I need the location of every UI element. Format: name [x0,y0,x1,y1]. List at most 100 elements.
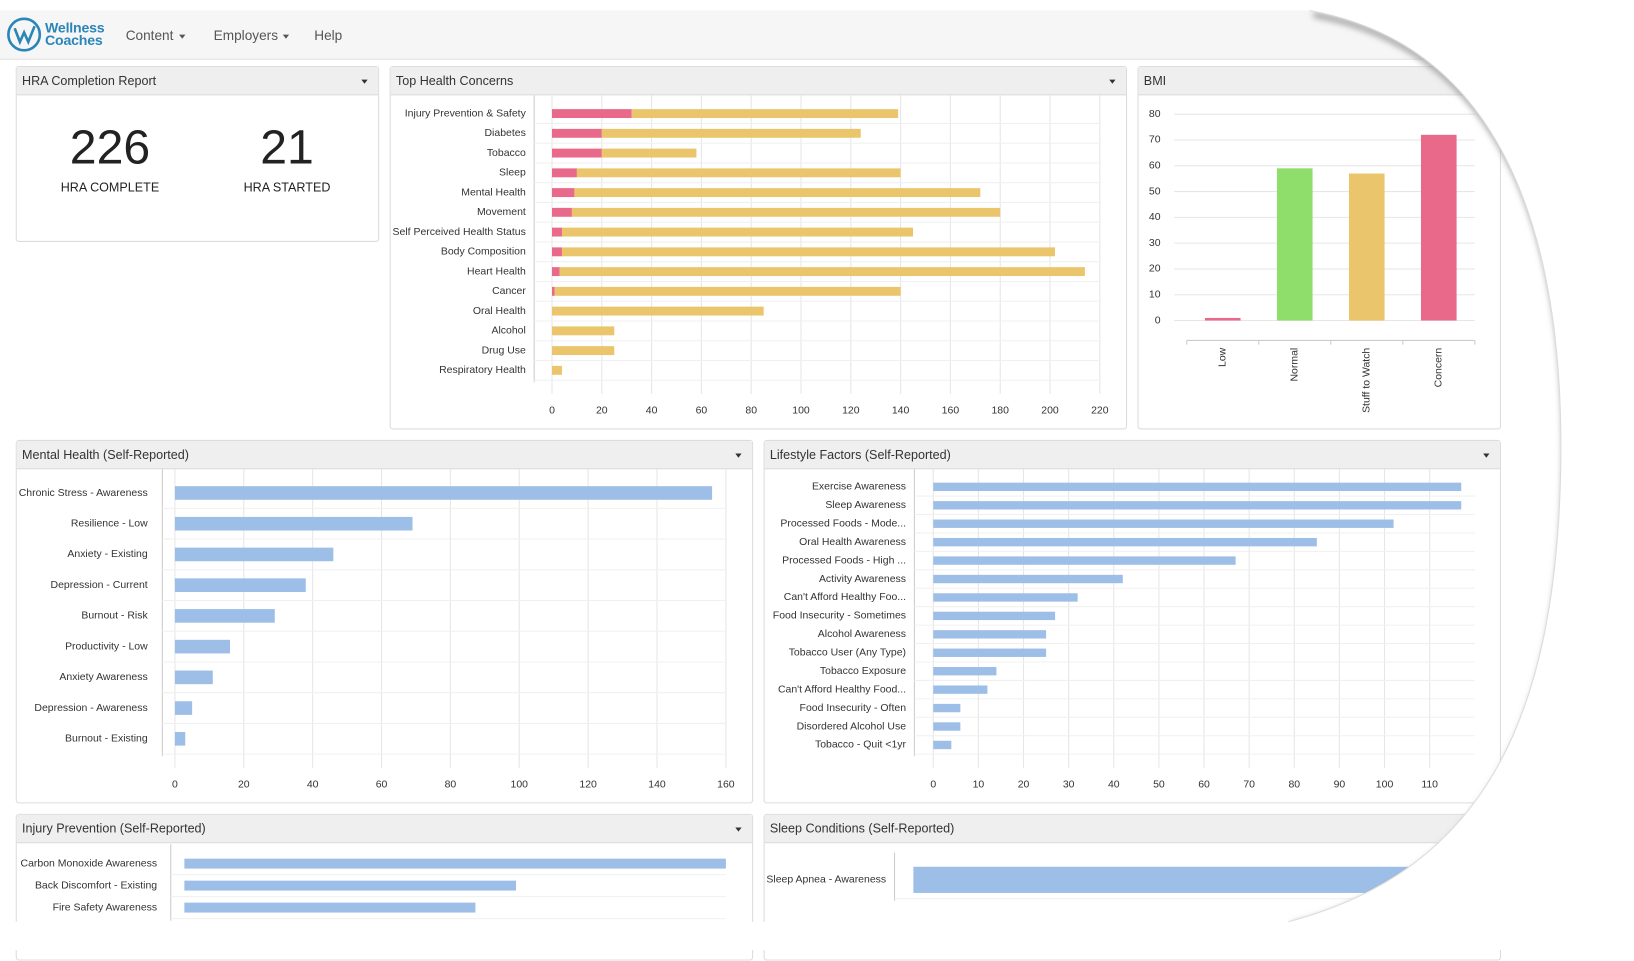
x-tick-label: 60 [376,779,388,790]
bar [933,648,1047,657]
y-tick-label: Burnout - Risk [81,611,148,622]
bar-segment [552,207,572,217]
bar [174,731,186,746]
bar [174,701,193,715]
y-tick-label: Heart Health [467,266,526,277]
x-tick-label: 220 [1091,405,1109,416]
panel-title[interactable]: Top Health Concerns [390,67,1126,96]
bar-segment [552,148,602,158]
y-tick-label: Disordered Alcohol Use [797,721,907,732]
bar [174,670,213,685]
bar-segment [601,148,697,158]
bar-segment [552,267,560,277]
panel: Mental Health (Self-Reported) [15,439,754,804]
bar-segment [552,326,615,336]
y-tick-label: Burnout - Existing [65,734,148,745]
panel: Lifestyle Factors (Self-Reported) [763,439,1501,804]
x-tick-label: 120 [842,405,860,416]
panel-title[interactable]: Lifestyle Factors (Self-Reported) [764,440,1500,470]
bar [933,611,1056,621]
x-tick-label: 30 [1063,779,1075,790]
bar [933,556,1236,565]
nav-item[interactable]: Employers [214,27,290,43]
bar-segment [552,286,555,296]
y-tick-label: Exercise Awareness [812,482,906,493]
bar [933,501,1462,510]
x-tick-label: 110 [1421,779,1438,790]
nav-item[interactable]: Help [314,27,343,43]
x-tick-label: 60 [696,405,708,416]
x-tick-label: 140 [892,405,910,416]
x-tick-label: Normal [1290,348,1301,382]
x-tick-label: 60 [1198,779,1210,790]
x-tick-label: 0 [172,779,178,790]
bar [933,667,997,676]
bar [174,486,713,500]
x-tick-label: 80 [445,779,457,790]
bar-segment [574,188,981,198]
y-tick-label: Activity Awareness [819,574,906,585]
y-tick-label: Oral Health Awareness [799,537,906,548]
bar [184,858,726,869]
y-tick-label: Tobacco Exposure [820,666,906,677]
bar-segment [552,227,562,237]
nav-item[interactable]: Content [126,27,185,43]
panel-title[interactable]: Injury Prevention (Self-Reported) [16,814,753,844]
y-tick-label: Food Insecurity - Sometimes [773,611,906,622]
bar [184,902,476,913]
panel-title[interactable]: HRA Completion Report [16,67,379,96]
y-tick-label: Productivity - Low [65,641,148,652]
x-tick-label: 100 [1376,779,1394,790]
y-tick-label: 10 [1149,289,1161,300]
y-tick-label: Sleep Awareness [825,500,906,511]
y-tick-label: Carbon Monoxide Awareness [21,858,158,869]
y-tick-label: Tobacco - Quit <1yr [815,740,907,751]
x-tick-label: 40 [307,779,319,790]
x-tick-label: 90 [1334,779,1346,790]
y-tick-label: Injury Prevention & Safety [405,108,527,119]
panel-title[interactable]: Mental Health (Self-Reported) [16,440,753,470]
y-tick-label: Diabetes [484,128,525,139]
bar [174,516,413,531]
bar-segment [552,306,764,316]
y-tick-label: Anxiety Awareness [59,672,147,683]
panel-title[interactable]: Sleep Conditions (Self-Reported) [764,814,1500,844]
logo-text[interactable]: Wellness Coaches [45,21,105,49]
y-tick-label: 20 [1149,264,1161,275]
x-tick-label: 20 [238,779,250,790]
y-tick-label: 80 [1149,109,1161,120]
bar [1204,317,1241,321]
bar [1276,168,1313,321]
y-tick-label: Oral Health [473,306,526,317]
x-tick-label: 80 [745,405,757,416]
bar-segment [631,109,899,119]
y-tick-label: 30 [1149,238,1161,249]
panel: HRA Completion Report 226 HRA COMPLETE 2… [15,65,380,242]
y-tick-label: Back Discomfort - Existing [35,880,157,891]
bar [184,880,517,891]
y-tick-label: Anxiety - Existing [67,549,147,560]
x-tick-label: 20 [1018,779,1030,790]
y-tick-label: Body Composition [441,247,526,258]
y-tick-label: Tobacco [487,148,526,159]
bar-segment [561,247,1055,257]
x-tick-label: 140 [648,779,666,790]
logo-icon[interactable] [5,14,47,56]
x-tick-label: 160 [717,779,735,790]
bar [933,482,1462,492]
x-tick-label: 0 [930,779,936,790]
logo-line: Coaches [45,32,103,49]
bar [933,537,1317,547]
x-tick-label: 160 [942,405,960,416]
x-tick-label: 100 [511,779,529,790]
bar-segment [554,286,901,296]
y-tick-label: 40 [1149,212,1161,223]
bar [1348,173,1385,321]
stat: 226 HRA COMPLETE [21,119,199,194]
bar [174,639,231,654]
y-tick-label: Fire Safety Awareness [53,902,158,913]
